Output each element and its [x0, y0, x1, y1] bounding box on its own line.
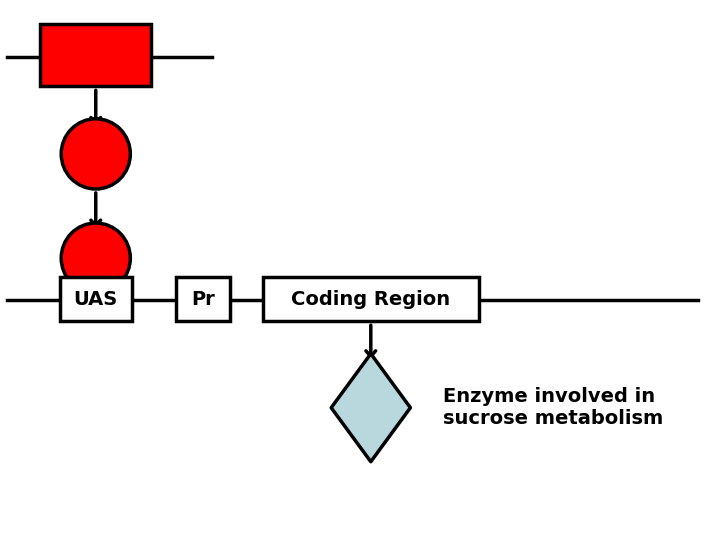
Bar: [176, 277, 230, 321]
Polygon shape: [331, 354, 410, 462]
Bar: [263, 277, 479, 321]
Text: Coding Region: Coding Region: [291, 289, 451, 309]
Ellipse shape: [61, 119, 130, 189]
Text: Pr: Pr: [192, 289, 215, 309]
Ellipse shape: [61, 223, 130, 293]
Text: UAS: UAS: [73, 289, 118, 309]
Text: Enzyme involved in
sucrose metabolism: Enzyme involved in sucrose metabolism: [443, 387, 663, 428]
Bar: [40, 24, 151, 86]
Bar: [60, 277, 132, 321]
